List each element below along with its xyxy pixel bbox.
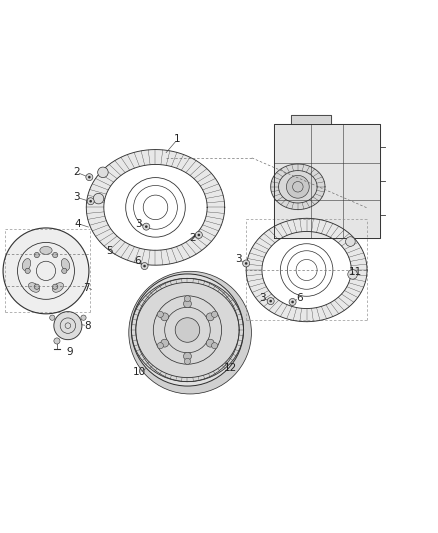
Text: 12: 12 [223, 363, 237, 373]
Circle shape [161, 313, 169, 321]
Circle shape [143, 265, 146, 268]
Circle shape [34, 253, 39, 257]
Circle shape [62, 268, 67, 273]
Text: 11: 11 [349, 266, 362, 277]
Text: 6: 6 [134, 256, 141, 266]
Text: 6: 6 [296, 293, 303, 303]
Circle shape [212, 311, 218, 318]
Polygon shape [131, 278, 244, 382]
Circle shape [286, 175, 309, 198]
Circle shape [289, 298, 296, 305]
Circle shape [269, 300, 272, 302]
Circle shape [86, 174, 93, 181]
Circle shape [198, 233, 200, 236]
Text: 3: 3 [259, 293, 266, 303]
PathPatch shape [246, 219, 367, 322]
Circle shape [25, 268, 30, 273]
Circle shape [348, 270, 357, 279]
Circle shape [267, 297, 274, 304]
PathPatch shape [86, 150, 225, 265]
Text: 4: 4 [74, 219, 81, 229]
Circle shape [143, 223, 150, 230]
Polygon shape [131, 274, 244, 386]
Text: 7: 7 [83, 282, 90, 293]
Polygon shape [291, 115, 331, 124]
Circle shape [88, 176, 91, 179]
Circle shape [81, 315, 86, 320]
Ellipse shape [22, 259, 31, 271]
Circle shape [206, 339, 214, 347]
Circle shape [157, 311, 163, 318]
Ellipse shape [28, 282, 39, 292]
Text: 2: 2 [189, 233, 196, 243]
Circle shape [212, 343, 218, 349]
Circle shape [184, 358, 191, 365]
Text: 1: 1 [174, 134, 181, 144]
Circle shape [53, 284, 58, 289]
Circle shape [93, 193, 104, 204]
Circle shape [141, 263, 148, 270]
Circle shape [184, 352, 191, 360]
Circle shape [184, 300, 191, 308]
Text: 10: 10 [133, 367, 146, 377]
Circle shape [54, 338, 60, 344]
Circle shape [243, 260, 250, 267]
Circle shape [129, 271, 251, 394]
Circle shape [206, 313, 214, 321]
Text: 5: 5 [106, 246, 113, 256]
Polygon shape [274, 124, 380, 238]
Circle shape [53, 253, 58, 257]
Polygon shape [3, 228, 89, 314]
Circle shape [157, 343, 163, 349]
Circle shape [34, 284, 39, 289]
Text: 8: 8 [84, 321, 91, 330]
Text: 3: 3 [134, 219, 141, 229]
Circle shape [49, 315, 55, 320]
Polygon shape [54, 312, 82, 340]
Text: 9: 9 [66, 347, 73, 357]
Circle shape [184, 296, 191, 302]
Ellipse shape [40, 246, 52, 254]
Text: 3: 3 [73, 192, 80, 203]
Circle shape [87, 198, 94, 205]
Circle shape [195, 231, 202, 238]
Circle shape [89, 200, 92, 203]
Circle shape [145, 225, 148, 228]
Circle shape [245, 262, 247, 265]
Polygon shape [271, 164, 325, 209]
Ellipse shape [53, 282, 64, 292]
Circle shape [346, 237, 355, 246]
Circle shape [98, 167, 108, 177]
Ellipse shape [61, 259, 70, 271]
Circle shape [161, 339, 169, 347]
Text: 2: 2 [73, 167, 80, 177]
Circle shape [175, 318, 200, 342]
Circle shape [291, 301, 294, 303]
Text: 3: 3 [235, 254, 242, 264]
